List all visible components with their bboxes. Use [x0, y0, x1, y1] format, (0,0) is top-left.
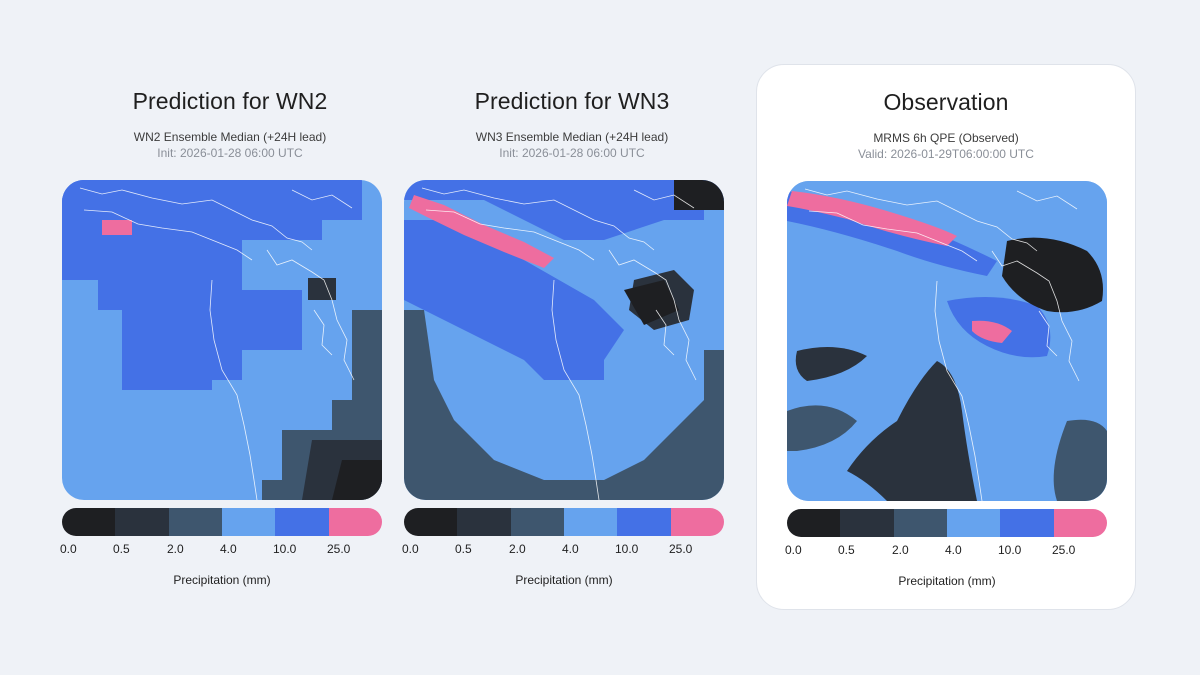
panel-title: Observation: [883, 89, 1009, 115]
colorbar-tick-label: 2.0: [892, 543, 909, 557]
colorbar-segment: [946, 509, 1001, 537]
precip-map-observation: [787, 181, 1107, 501]
panel-subtitle: WN2 Ensemble Median (+24H lead): [133, 130, 327, 144]
panel-wn2: Prediction for WN2 WN2 Ensemble Median (…: [40, 64, 420, 610]
panel-wn3: Prediction for WN3 WN3 Ensemble Median (…: [382, 64, 762, 610]
colorbar-segment: [404, 508, 458, 536]
colorbar-segment: [893, 509, 947, 537]
colorbar-ticks: 0.0 0.5 2.0 4.0 10.0 25.0: [402, 542, 724, 558]
heat-region: [404, 310, 724, 500]
heat-region: [62, 180, 142, 210]
heat-region: [624, 280, 679, 325]
heat-cell: [102, 220, 132, 235]
colorbar-tick-label: 10.0: [998, 543, 1022, 557]
colorbar-segment: [840, 509, 894, 537]
colorbar-tick-label: 2.0: [509, 542, 526, 556]
heat-cell: [308, 278, 336, 300]
heatmap-wn2: [62, 180, 382, 500]
colorbar-tick-label: 0.0: [785, 543, 802, 557]
panel-title: Prediction for WN3: [474, 88, 670, 114]
colorbar-ticks: 0.0 0.5 2.0 4.0 10.0 25.0: [785, 543, 1107, 559]
heat-region: [847, 361, 977, 501]
panel-title: Prediction for WN2: [132, 88, 328, 114]
colorbar-label: Precipitation (mm): [515, 573, 613, 587]
panel-subtitle: MRMS 6h QPE (Observed): [873, 131, 1019, 145]
panel-subtitle: WN3 Ensemble Median (+24H lead): [475, 130, 669, 144]
heat-region: [404, 220, 624, 380]
colorbar-tick-label: 10.0: [273, 542, 297, 556]
colorbar-segment: [617, 508, 671, 536]
colorbar-tick-label: 0.5: [838, 543, 855, 557]
colorbar: [404, 508, 724, 536]
colorbar-label: Precipitation (mm): [898, 574, 996, 588]
colorbar-tick-label: 4.0: [220, 542, 237, 556]
colorbar-tick-label: 25.0: [669, 542, 693, 556]
colorbar-tick-label: 4.0: [562, 542, 579, 556]
heatmap-wn3: [404, 180, 724, 500]
heatmap-observation: [787, 181, 1107, 501]
coastline: [804, 188, 1080, 501]
colorbar-tick-label: 0.0: [402, 542, 419, 556]
coastline: [421, 187, 697, 500]
heat-region: [409, 195, 554, 268]
colorbar-segment: [115, 508, 169, 536]
colorbar-tick-label: 25.0: [1052, 543, 1076, 557]
colorbar-tick-label: 10.0: [615, 542, 639, 556]
heat-region: [674, 180, 724, 210]
colorbar-tick-label: 25.0: [327, 542, 351, 556]
heat-region: [704, 350, 724, 440]
colorbar-segment: [670, 508, 724, 536]
heat-region: [972, 320, 1012, 343]
precip-map-wn3: [404, 180, 724, 500]
precip-map-wn2: [62, 180, 382, 500]
heat-region: [787, 405, 857, 451]
colorbar-tick-label: 0.0: [60, 542, 77, 556]
colorbar-segment: [510, 508, 564, 536]
colorbar-segment: [457, 508, 511, 536]
colorbar-ticks: 0.0 0.5 2.0 4.0 10.0 25.0: [60, 542, 382, 558]
heat-region: [332, 400, 382, 430]
colorbar-tick-label: 0.5: [455, 542, 472, 556]
colorbar-label: Precipitation (mm): [173, 573, 271, 587]
colorbar: [62, 508, 382, 536]
colorbar-segment: [563, 508, 618, 536]
colorbar-segment: [1000, 509, 1054, 537]
colorbar-segment: [221, 508, 276, 536]
panel-init-time: Init: 2026-01-28 06:00 UTC: [499, 146, 645, 160]
colorbar-tick-label: 4.0: [945, 543, 962, 557]
panel-init-time: Init: 2026-01-28 06:00 UTC: [157, 146, 303, 160]
colorbar-segment: [787, 509, 841, 537]
heat-cells: [787, 181, 1107, 501]
heat-region: [1002, 237, 1103, 313]
colorbar-segment: [328, 508, 382, 536]
colorbar-tick-label: 2.0: [167, 542, 184, 556]
panel-valid-time: Valid: 2026-01-29T06:00:00 UTC: [858, 147, 1034, 161]
colorbar-segment: [168, 508, 222, 536]
coastline: [79, 187, 355, 500]
colorbar-segment: [1053, 509, 1107, 537]
heat-region: [795, 347, 867, 381]
colorbar-tick-label: 0.5: [113, 542, 130, 556]
heat-region: [332, 460, 382, 500]
colorbar-segment: [275, 508, 329, 536]
colorbar: [787, 509, 1107, 537]
panel-observation: Observation MRMS 6h QPE (Observed) Valid…: [756, 64, 1136, 610]
heat-region: [1053, 419, 1107, 501]
heat-region: [787, 191, 957, 246]
colorbar-segment: [62, 508, 116, 536]
